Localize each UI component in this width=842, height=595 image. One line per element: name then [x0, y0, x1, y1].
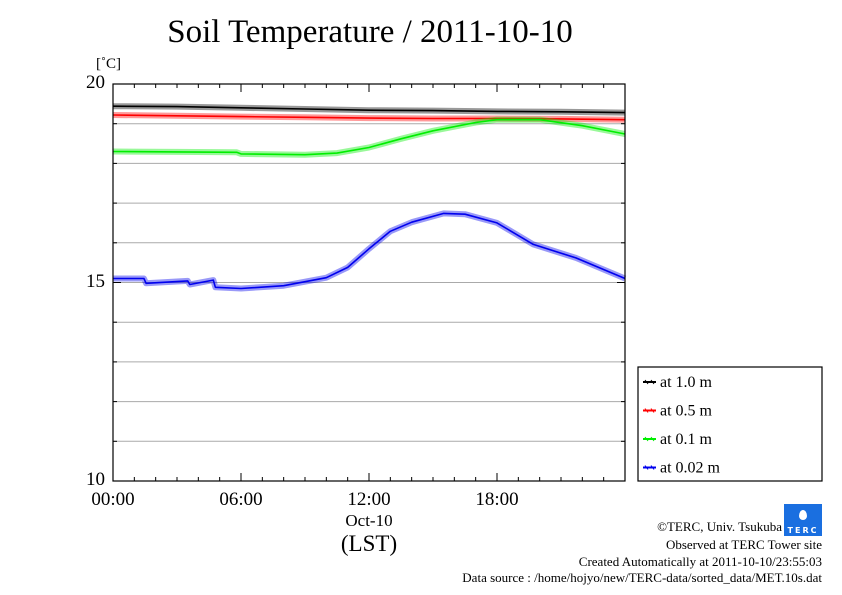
series-band-2	[112, 116, 626, 158]
series-line-1	[112, 114, 626, 121]
legend-marker	[644, 465, 649, 470]
terc-logo: TERC	[784, 504, 822, 536]
x-tick-label: 18:00	[475, 489, 519, 510]
y-tick-label: 20	[86, 72, 105, 93]
created-note: Created Automatically at 2011-10-10/23:5…	[578, 554, 822, 569]
series-line-0	[112, 105, 626, 114]
legend-marker	[644, 408, 649, 413]
legend-marker	[650, 379, 655, 385]
legend-marker	[650, 465, 655, 470]
water-drop-icon	[799, 510, 807, 520]
x-date-label: Oct-10	[345, 511, 393, 530]
plot-frame	[112, 83, 626, 482]
y-tick-label: 15	[86, 271, 105, 292]
legend-label: at 1.0 m	[660, 374, 713, 391]
y-tick-label: 10	[86, 469, 105, 490]
x-tick-label: 12:00	[347, 489, 391, 510]
series-line-3	[113, 212, 626, 290]
y-axis-unit: [˚C]	[96, 56, 121, 72]
legend-label: at 0.5 m	[660, 403, 713, 420]
x-tick-label: 06:00	[219, 489, 263, 510]
legend-marker	[644, 436, 649, 442]
legend-marker	[644, 379, 649, 385]
chart-title: Soil Temperature / 2011-10-10	[167, 14, 573, 50]
copyright: ©TERC, Univ. Tsukuba	[657, 519, 782, 534]
legend-box	[637, 366, 823, 482]
legend-marker	[650, 436, 655, 442]
observed-note: Observed at TERC Tower site	[665, 537, 822, 552]
legend-marker	[650, 408, 655, 413]
legend-label: at 0.02 m	[660, 460, 721, 477]
legend-label: at 0.1 m	[660, 431, 713, 448]
data-source: Data source : /home/hojyo/new/TERC-data/…	[462, 570, 822, 585]
x-tick-label: 00:00	[91, 489, 135, 510]
series-band-3	[113, 210, 627, 292]
series-line-2	[112, 118, 626, 156]
x-axis-label: (LST)	[340, 531, 398, 556]
